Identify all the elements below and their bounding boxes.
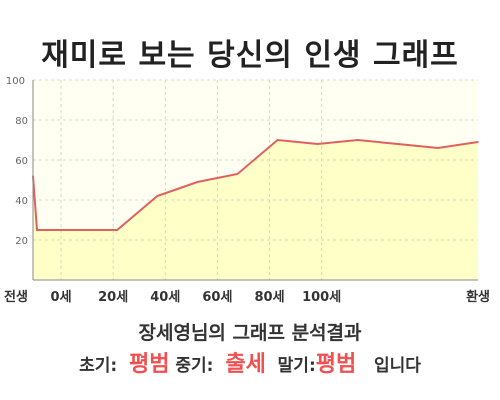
late-label: 말기: (277, 356, 316, 376)
data-point-11 (477, 141, 479, 143)
x-tick-label-6: 100세 (302, 290, 341, 305)
y-tick-label-80: 80 (15, 116, 28, 127)
x-tick-label-2: 20세 (98, 290, 128, 305)
data-point-1 (36, 229, 38, 231)
data-point-5 (236, 173, 239, 175)
y-tick-label-20: 20 (15, 236, 28, 247)
data-point-9 (397, 143, 399, 145)
x-tick-label-4: 60세 (202, 290, 232, 305)
mid-value: 출세 (225, 352, 266, 377)
x-tick-label-0: 전생 (4, 289, 28, 305)
data-point-8 (356, 139, 359, 141)
data-point-10 (437, 147, 439, 149)
result-line: 초기: 평범 중기: 출세 말기:평범 입니다 (0, 346, 500, 378)
mid-label: 중기: (175, 356, 214, 376)
data-point-6 (276, 139, 279, 141)
page-title: 재미로 보는 당신의 인생 그래프 (41, 38, 459, 73)
data-point-7 (316, 143, 319, 145)
result-suffix: 입니다 (374, 356, 421, 376)
data-point-2 (116, 229, 118, 231)
x-tick-label-7: 환생 (466, 289, 490, 305)
x-tick-label-1: 0세 (51, 290, 72, 305)
x-tick-label-3: 40세 (150, 290, 180, 305)
early-label: 초기: (79, 356, 118, 376)
early-value: 평범 (129, 352, 170, 377)
data-point-3 (156, 195, 159, 197)
area-fill (33, 140, 478, 280)
late-value: 평범 (315, 352, 357, 377)
result-subtitle: 장세영님의 그래프 분석결과 (138, 322, 362, 344)
y-tick-label-100: 100 (6, 76, 25, 87)
x-tick-label-5: 80세 (255, 290, 285, 305)
y-tick-label-60: 60 (15, 156, 28, 167)
y-tick-label-40: 40 (15, 196, 28, 207)
data-point-4 (196, 181, 199, 183)
series-line (32, 138, 479, 231)
